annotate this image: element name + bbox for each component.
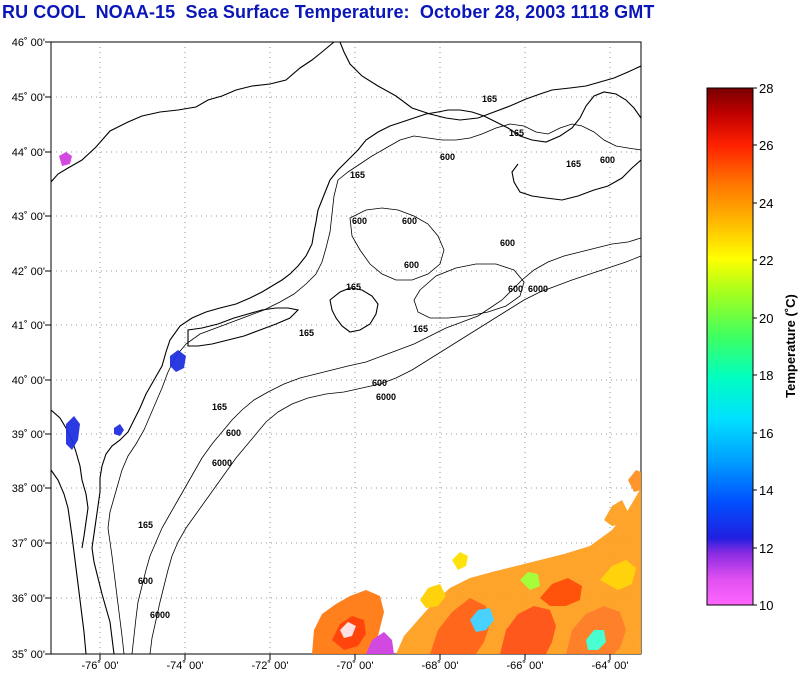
longitude-axis: [99, 654, 611, 660]
lat-label: 44˚ 00': [12, 147, 45, 159]
latitude-labels: 35˚ 00' 36˚ 00' 37˚ 00' 38˚ 00' 39˚ 00' …: [12, 37, 45, 661]
isobath-label: 600: [508, 284, 523, 294]
isobath-label: 165: [350, 170, 365, 180]
isobath-label: 6000: [212, 458, 232, 468]
isobath-label: 600: [138, 576, 153, 586]
colorbar-tick-label: 22: [759, 253, 773, 268]
sst-cloud-free-patches: [59, 152, 641, 654]
colorbar-title: Temperature (˚C): [783, 294, 798, 398]
map-title: RU COOL NOAA-15 Sea Surface Temperature:…: [2, 2, 655, 22]
isobath-label: 165: [138, 520, 153, 530]
isobath-label: 165: [346, 282, 361, 292]
colorbar-tick-label: 26: [759, 138, 773, 153]
lat-label: 46˚ 00': [12, 37, 45, 49]
isobath-600: [131, 207, 641, 654]
isobath-label: 165: [566, 159, 581, 169]
lat-label: 45˚ 00': [12, 92, 45, 104]
colorbar-tick-label: 24: [759, 196, 773, 211]
latitude-axis: [45, 41, 51, 655]
colorbar-tick-label: 12: [759, 541, 773, 556]
isobath-6000: [149, 255, 641, 654]
lat-label: 39˚ 00': [12, 429, 45, 441]
isobath-label: 165: [482, 94, 497, 104]
lon-label: -72˚ 00': [252, 660, 289, 672]
isobath-label: 600: [402, 216, 417, 226]
isobath-label: 6000: [528, 284, 548, 294]
isobath-label: 600: [372, 378, 387, 388]
lat-label: 40˚ 00': [12, 375, 45, 387]
colorbar-tick-label: 14: [759, 483, 773, 498]
isobath-label: 6000: [376, 392, 396, 402]
colorbar-scale: [706, 87, 754, 606]
lon-label: -68˚ 00': [422, 660, 459, 672]
isobath-label: 6000: [150, 610, 170, 620]
colorbar-tick-label: 16: [759, 426, 773, 441]
colorbar: 10 12 14 16 18 20 22 24 26 28 Temperatur…: [706, 81, 798, 613]
lon-label: -76˚ 00': [82, 660, 119, 672]
lat-label: 41˚ 00': [12, 320, 45, 332]
isobath-label: 600: [600, 155, 615, 165]
isobath-label: 165: [299, 328, 314, 338]
colorbar-tick-label: 20: [759, 311, 773, 326]
isobath-label: 165: [212, 402, 227, 412]
lon-label: -74˚ 00': [167, 660, 204, 672]
lat-label: 37˚ 00': [12, 538, 45, 550]
lon-label: -66˚ 00': [507, 660, 544, 672]
isobath-label: 600: [440, 152, 455, 162]
lat-label: 43˚ 00': [12, 211, 45, 223]
longitude-labels: -76˚ 00' -74˚ 00' -72˚ 00' -70˚ 00' -68˚…: [82, 660, 629, 672]
lon-label: -64˚ 00': [592, 660, 629, 672]
lat-label: 42˚ 00': [12, 266, 45, 278]
isobath-label: 600: [500, 238, 515, 248]
isobath-labels: 165 165 165 165 165 165 165 165 165 600 …: [138, 94, 615, 620]
lat-label: 38˚ 00': [12, 483, 45, 495]
lon-label: -70˚ 00': [337, 660, 374, 672]
colorbar-tick-label: 18: [759, 368, 773, 383]
isobath-165: [107, 123, 641, 654]
isobath-label: 600: [404, 260, 419, 270]
plot-frame: [50, 41, 642, 655]
lat-label: 36˚ 00': [12, 593, 45, 605]
colorbar-tick-label: 28: [759, 81, 773, 96]
isobath-label: 600: [352, 216, 367, 226]
lat-label: 35˚ 00': [12, 649, 45, 661]
colorbar-tick-label: 10: [759, 598, 773, 613]
isobath-label: 600: [226, 428, 241, 438]
isobath-label: 165: [413, 324, 428, 334]
isobath-label: 165: [509, 128, 524, 138]
coastline: [51, 42, 641, 654]
